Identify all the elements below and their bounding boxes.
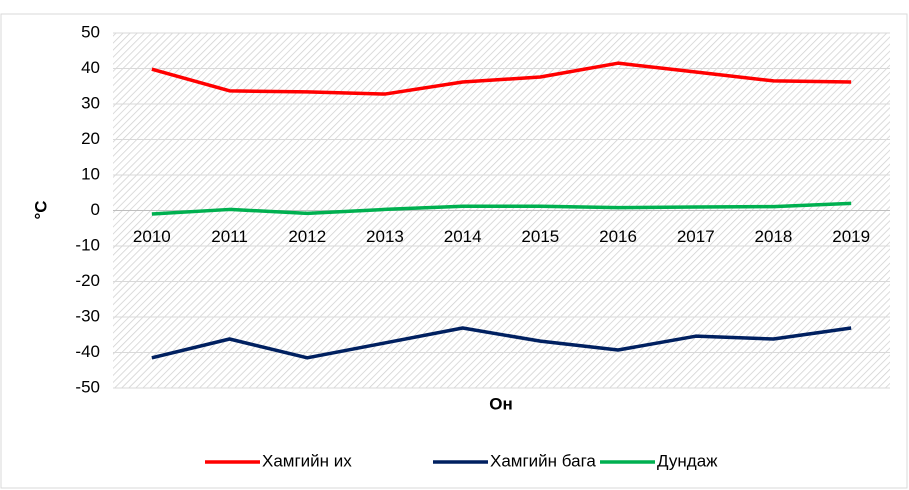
legend-label: Хамгийн их [262,451,352,470]
y-tick-label: -50 [75,377,100,396]
y-tick-label: 10 [81,164,100,183]
y-tick-label: -40 [75,342,100,361]
y-tick-label: -10 [75,235,100,254]
x-tick-label: 2012 [288,227,326,246]
x-tick-label: 2014 [444,227,482,246]
y-axis-label: °C [31,200,50,219]
x-axis-label: Он [489,394,513,413]
y-tick-label: -30 [75,306,100,325]
y-tick-label: 20 [81,129,100,148]
x-tick-label: 2010 [133,227,171,246]
y-tick-label: 40 [81,58,100,77]
x-tick-label: 2018 [755,227,793,246]
legend-label: Хамгийн бага [490,451,596,470]
legend-label: Дундаж [657,451,718,470]
y-tick-label: 50 [81,22,100,41]
x-tick-label: 2017 [677,227,715,246]
x-tick-label: 2019 [832,227,870,246]
x-tick-label: 2013 [366,227,404,246]
line-series [151,326,852,360]
line-series [151,61,852,96]
y-tick-label: 30 [81,93,100,112]
x-tick-label: 2011 [211,227,248,246]
x-tick-label: 2016 [599,227,637,246]
y-tick-label: 0 [91,200,100,219]
y-tick-label: -20 [75,271,100,290]
x-tick-label: 2015 [521,227,559,246]
line-series [151,201,852,216]
